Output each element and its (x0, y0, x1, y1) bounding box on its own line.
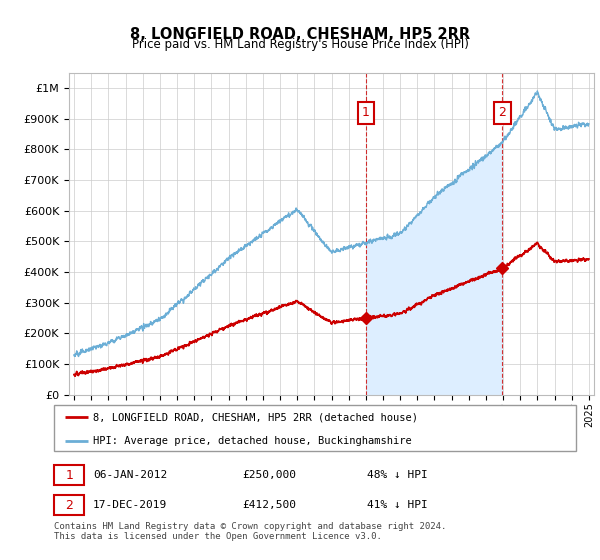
FancyBboxPatch shape (54, 465, 84, 485)
Text: 2: 2 (65, 498, 73, 512)
Text: 41% ↓ HPI: 41% ↓ HPI (367, 500, 428, 510)
Text: Price paid vs. HM Land Registry's House Price Index (HPI): Price paid vs. HM Land Registry's House … (131, 38, 469, 50)
Text: 48% ↓ HPI: 48% ↓ HPI (367, 470, 428, 480)
Text: 1: 1 (362, 106, 370, 119)
Text: Contains HM Land Registry data © Crown copyright and database right 2024.
This d: Contains HM Land Registry data © Crown c… (54, 522, 446, 542)
Text: HPI: Average price, detached house, Buckinghamshire: HPI: Average price, detached house, Buck… (93, 436, 412, 446)
Text: 2: 2 (499, 106, 506, 119)
Text: 8, LONGFIELD ROAD, CHESHAM, HP5 2RR: 8, LONGFIELD ROAD, CHESHAM, HP5 2RR (130, 27, 470, 42)
Text: £250,000: £250,000 (242, 470, 296, 480)
Text: 8, LONGFIELD ROAD, CHESHAM, HP5 2RR (detached house): 8, LONGFIELD ROAD, CHESHAM, HP5 2RR (det… (93, 412, 418, 422)
Text: £412,500: £412,500 (242, 500, 296, 510)
Text: 1: 1 (65, 469, 73, 482)
Text: 06-JAN-2012: 06-JAN-2012 (93, 470, 167, 480)
FancyBboxPatch shape (54, 495, 84, 515)
Text: 17-DEC-2019: 17-DEC-2019 (93, 500, 167, 510)
